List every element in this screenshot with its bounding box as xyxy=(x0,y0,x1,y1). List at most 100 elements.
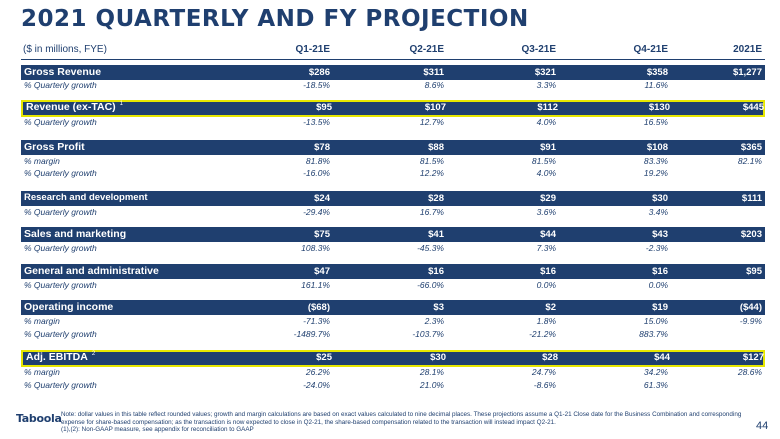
cell: $95 xyxy=(746,266,762,277)
row-label: Operating income xyxy=(24,301,114,313)
cell: -29.4% xyxy=(303,207,330,217)
subrow-margin: % margin 81.8% 81.5% 81.5% 83.3% 82.1% xyxy=(21,156,765,168)
row-label: General and administrative xyxy=(24,265,159,277)
cell: -103.7% xyxy=(412,329,444,339)
cell: -24.0% xyxy=(303,380,330,390)
row-general-administrative: General and administrative $47 $16 $16 $… xyxy=(21,264,765,279)
cell: 3.6% xyxy=(536,207,556,217)
column-header-row: ($ in millions, FYE) Q1-21E Q2-21E Q3-21… xyxy=(21,43,765,60)
cell: 34.2% xyxy=(643,367,668,377)
cell: $29 xyxy=(540,193,556,204)
cell: $88 xyxy=(428,142,444,153)
cell: $16 xyxy=(540,266,556,277)
cell: 4.0% xyxy=(536,168,556,178)
cell: -2.3% xyxy=(645,243,668,253)
page-number: 44 xyxy=(756,420,769,432)
cell: 61.3% xyxy=(643,380,668,390)
subrow-label: % Quarterly growth xyxy=(24,207,97,217)
cell: 83.3% xyxy=(643,156,668,166)
col-header-q1: Q1-21E xyxy=(295,44,330,55)
cell: 11.6% xyxy=(644,80,668,90)
cell: 26.2% xyxy=(305,367,330,377)
subrow-label: % margin xyxy=(24,316,60,326)
subrow-label: % Quarterly growth xyxy=(24,380,97,390)
cell: $445 xyxy=(742,102,764,113)
cell: -45.3% xyxy=(417,243,444,253)
cell: 21.0% xyxy=(419,380,444,390)
col-header-q3: Q3-21E xyxy=(521,44,556,55)
cell: $78 xyxy=(314,142,330,153)
col-header-q4: Q4-21E xyxy=(633,44,668,55)
cell: $3 xyxy=(433,302,444,313)
cell: 108.3% xyxy=(301,243,330,253)
cell: $19 xyxy=(652,302,668,313)
cell: $16 xyxy=(428,266,444,277)
cell: $95 xyxy=(316,102,332,113)
footnote-text: Note: dollar values in this table reflec… xyxy=(61,411,742,426)
cell: 3.4% xyxy=(648,207,668,217)
cell: $44 xyxy=(654,352,670,363)
cell: 0.0% xyxy=(536,280,556,290)
subrow-quarterly-growth: % Quarterly growth -24.0% 21.0% -8.6% 61… xyxy=(21,380,765,392)
subrow-quarterly-growth: % Quarterly growth -13.5% 12.7% 4.0% 16.… xyxy=(21,117,765,129)
cell: 3.3% xyxy=(536,80,556,90)
cell: 19.2% xyxy=(643,168,668,178)
cell: 81.5% xyxy=(419,156,444,166)
cell: 12.7% xyxy=(419,117,444,127)
row-label: Sales and marketing xyxy=(24,228,127,240)
cell: $112 xyxy=(537,102,558,113)
cell: $43 xyxy=(652,229,668,240)
cell: $358 xyxy=(646,67,668,78)
cell: -16.0% xyxy=(303,168,330,178)
subrow-quarterly-growth: % Quarterly growth -1489.7% -103.7% -21.… xyxy=(21,329,765,341)
subrow-quarterly-growth: % Quarterly growth -29.4% 16.7% 3.6% 3.4… xyxy=(21,207,765,219)
row-label: Revenue (ex-TAC) 1 xyxy=(26,101,123,113)
subrow-label: % margin xyxy=(24,156,60,166)
cell: 883.7% xyxy=(639,329,668,339)
row-label: Gross Revenue xyxy=(24,66,102,78)
subrow-quarterly-growth: % Quarterly growth -18.5% 8.6% 3.3% 11.6… xyxy=(21,80,765,92)
cell: $365 xyxy=(740,142,762,153)
cell: $30 xyxy=(652,193,668,204)
subrow-margin: % margin -71.3% 2.3% 1.8% 15.0% -9.9% xyxy=(21,316,765,328)
cell: $28 xyxy=(428,193,444,204)
cell: 8.6% xyxy=(424,80,444,90)
cell: $16 xyxy=(652,266,668,277)
cell: $28 xyxy=(542,352,558,363)
row-gross-revenue: Gross Revenue $286 $311 $321 $358 $1,277 xyxy=(21,65,765,80)
cell: 12.2% xyxy=(419,168,444,178)
footnote-non-gaap: (1),(2): Non-GAAP measure, see appendix … xyxy=(61,426,254,434)
cell: $75 xyxy=(314,229,330,240)
cell: 28.6% xyxy=(737,367,762,377)
subrow-quarterly-growth: % Quarterly growth 108.3% -45.3% 7.3% -2… xyxy=(21,243,765,255)
units-label: ($ in millions, FYE) xyxy=(23,44,107,55)
taboola-logo: Taboola xyxy=(16,412,62,425)
subrow-margin: % margin 26.2% 28.1% 24.7% 34.2% 28.6% xyxy=(21,367,765,379)
cell: ($44) xyxy=(739,302,762,313)
cell: 1.8% xyxy=(536,316,556,326)
cell: $41 xyxy=(428,229,444,240)
cell: 16.7% xyxy=(419,207,444,217)
subrow-label: % Quarterly growth xyxy=(24,243,97,253)
subrow-label: % Quarterly growth xyxy=(24,80,97,90)
cell: $311 xyxy=(423,67,444,78)
cell: 0.0% xyxy=(648,280,668,290)
subrow-label: % Quarterly growth xyxy=(24,329,97,339)
cell: -66.0% xyxy=(417,280,444,290)
cell: $30 xyxy=(430,352,446,363)
row-sales-marketing: Sales and marketing $75 $41 $44 $43 $203 xyxy=(21,227,765,242)
cell: $203 xyxy=(740,229,762,240)
subrow-label: % margin xyxy=(24,367,60,377)
cell: $91 xyxy=(540,142,556,153)
row-adj-ebitda: Adj. EBITDA 2 $25 $30 $28 $44 $127 xyxy=(21,350,765,367)
cell: $107 xyxy=(424,102,446,113)
cell: 161.1% xyxy=(301,280,330,290)
cell: 24.7% xyxy=(531,367,556,377)
footnote-marker: 1 xyxy=(119,101,123,107)
cell: -13.5% xyxy=(303,117,330,127)
row-revenue-ex-tac: Revenue (ex-TAC) 1 $95 $107 $112 $130 $44… xyxy=(21,100,765,117)
row-gross-profit: Gross Profit $78 $88 $91 $108 $365 xyxy=(21,140,765,155)
cell: ($68) xyxy=(307,302,330,313)
footnote: Note: dollar values in this table reflec… xyxy=(61,411,751,434)
cell: -21.2% xyxy=(529,329,556,339)
